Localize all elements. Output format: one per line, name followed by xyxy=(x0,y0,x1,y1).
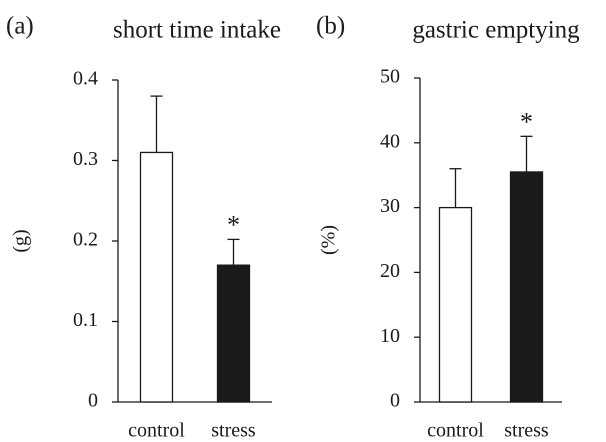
annotation: * xyxy=(520,107,533,136)
y-tick-label: 40 xyxy=(380,130,400,152)
y-tick-label: 20 xyxy=(380,260,400,282)
y-axis-label: (g) xyxy=(10,229,32,252)
y-tick-label: 0 xyxy=(88,390,98,412)
y-tick-label: 0.4 xyxy=(73,68,98,90)
y-tick-label: 0.1 xyxy=(73,309,98,331)
y-tick-label: 0.2 xyxy=(73,229,98,251)
y-tick-label: 50 xyxy=(380,66,400,88)
y-tick-label: 0 xyxy=(390,390,400,412)
y-axis-label: (%) xyxy=(318,225,340,255)
chart-title: gastric emptying xyxy=(412,17,580,44)
x-tick-label: stress xyxy=(504,420,549,442)
x-tick-label: stress xyxy=(211,420,256,442)
bar xyxy=(509,171,544,403)
bar xyxy=(216,264,251,403)
y-tick-label: 0.3 xyxy=(73,148,98,170)
x-tick-label: control xyxy=(128,420,185,442)
y-tick-label: 10 xyxy=(380,325,400,347)
chart-title: short time intake xyxy=(113,17,281,44)
bar xyxy=(139,151,174,403)
y-tick-label: 30 xyxy=(380,195,400,217)
panel-label: (b) xyxy=(316,13,345,40)
panel-label: (a) xyxy=(6,13,34,40)
annotation: * xyxy=(227,210,240,239)
bar xyxy=(438,206,473,403)
x-tick-label: control xyxy=(427,420,484,442)
